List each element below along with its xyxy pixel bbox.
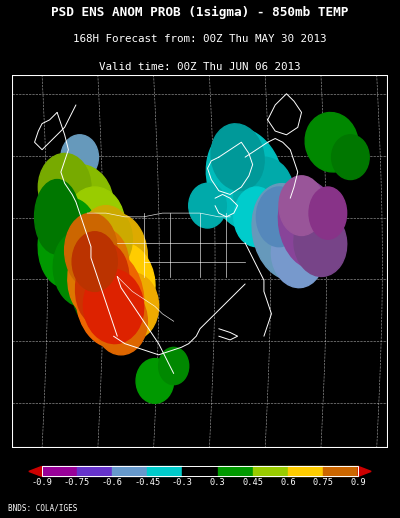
Ellipse shape	[309, 187, 347, 239]
Ellipse shape	[279, 176, 324, 236]
Ellipse shape	[80, 206, 132, 273]
Text: 0.3: 0.3	[210, 479, 226, 487]
Ellipse shape	[80, 213, 148, 310]
Ellipse shape	[234, 157, 294, 232]
Text: -0.45: -0.45	[134, 479, 160, 487]
Text: -0.6: -0.6	[102, 479, 122, 487]
Ellipse shape	[72, 258, 117, 325]
Ellipse shape	[136, 358, 174, 404]
Bar	[288, 466, 323, 477]
Ellipse shape	[256, 187, 302, 247]
Ellipse shape	[68, 228, 129, 317]
Text: 0.6: 0.6	[280, 479, 296, 487]
Ellipse shape	[34, 180, 80, 254]
Ellipse shape	[95, 243, 155, 325]
Ellipse shape	[159, 348, 189, 385]
Ellipse shape	[38, 153, 91, 221]
Ellipse shape	[72, 232, 117, 292]
Ellipse shape	[211, 124, 264, 191]
Text: BNDS: COLA/IGES: BNDS: COLA/IGES	[8, 503, 77, 512]
Ellipse shape	[252, 184, 321, 280]
Ellipse shape	[305, 112, 358, 172]
Ellipse shape	[38, 198, 99, 287]
Ellipse shape	[61, 135, 98, 180]
Text: PSD ENS ANOM PROB (1sigma) - 850mb TEMP: PSD ENS ANOM PROB (1sigma) - 850mb TEMP	[51, 6, 349, 19]
Text: 0.75: 0.75	[312, 479, 334, 487]
Bar	[253, 466, 288, 477]
Bar	[323, 466, 358, 477]
Text: Valid time: 00Z Thu JUN 06 2013: Valid time: 00Z Thu JUN 06 2013	[99, 62, 301, 71]
Text: 0.45: 0.45	[242, 479, 263, 487]
Ellipse shape	[271, 221, 324, 287]
Ellipse shape	[46, 165, 114, 247]
Ellipse shape	[83, 269, 144, 343]
Ellipse shape	[278, 180, 340, 269]
Ellipse shape	[76, 251, 144, 347]
Bar	[182, 466, 218, 477]
Text: -0.9: -0.9	[31, 479, 52, 487]
Ellipse shape	[234, 187, 279, 247]
Polygon shape	[29, 466, 42, 477]
Ellipse shape	[294, 209, 347, 277]
Text: -0.3: -0.3	[172, 479, 193, 487]
Ellipse shape	[332, 135, 369, 180]
Bar	[42, 466, 77, 477]
Ellipse shape	[95, 287, 147, 355]
Text: 168H Forecast from: 00Z Thu MAY 30 2013: 168H Forecast from: 00Z Thu MAY 30 2013	[73, 34, 327, 44]
Bar	[147, 466, 182, 477]
Text: -0.75: -0.75	[64, 479, 90, 487]
Ellipse shape	[65, 213, 117, 287]
Ellipse shape	[76, 243, 129, 325]
Text: 0.9: 0.9	[350, 479, 366, 487]
Polygon shape	[358, 466, 371, 477]
Ellipse shape	[106, 273, 159, 340]
Ellipse shape	[189, 183, 226, 228]
Ellipse shape	[65, 187, 125, 262]
Bar	[112, 466, 147, 477]
Bar	[77, 466, 112, 477]
Ellipse shape	[53, 232, 106, 306]
Bar	[218, 466, 253, 477]
Bar	[42, 466, 358, 477]
Ellipse shape	[206, 128, 284, 231]
